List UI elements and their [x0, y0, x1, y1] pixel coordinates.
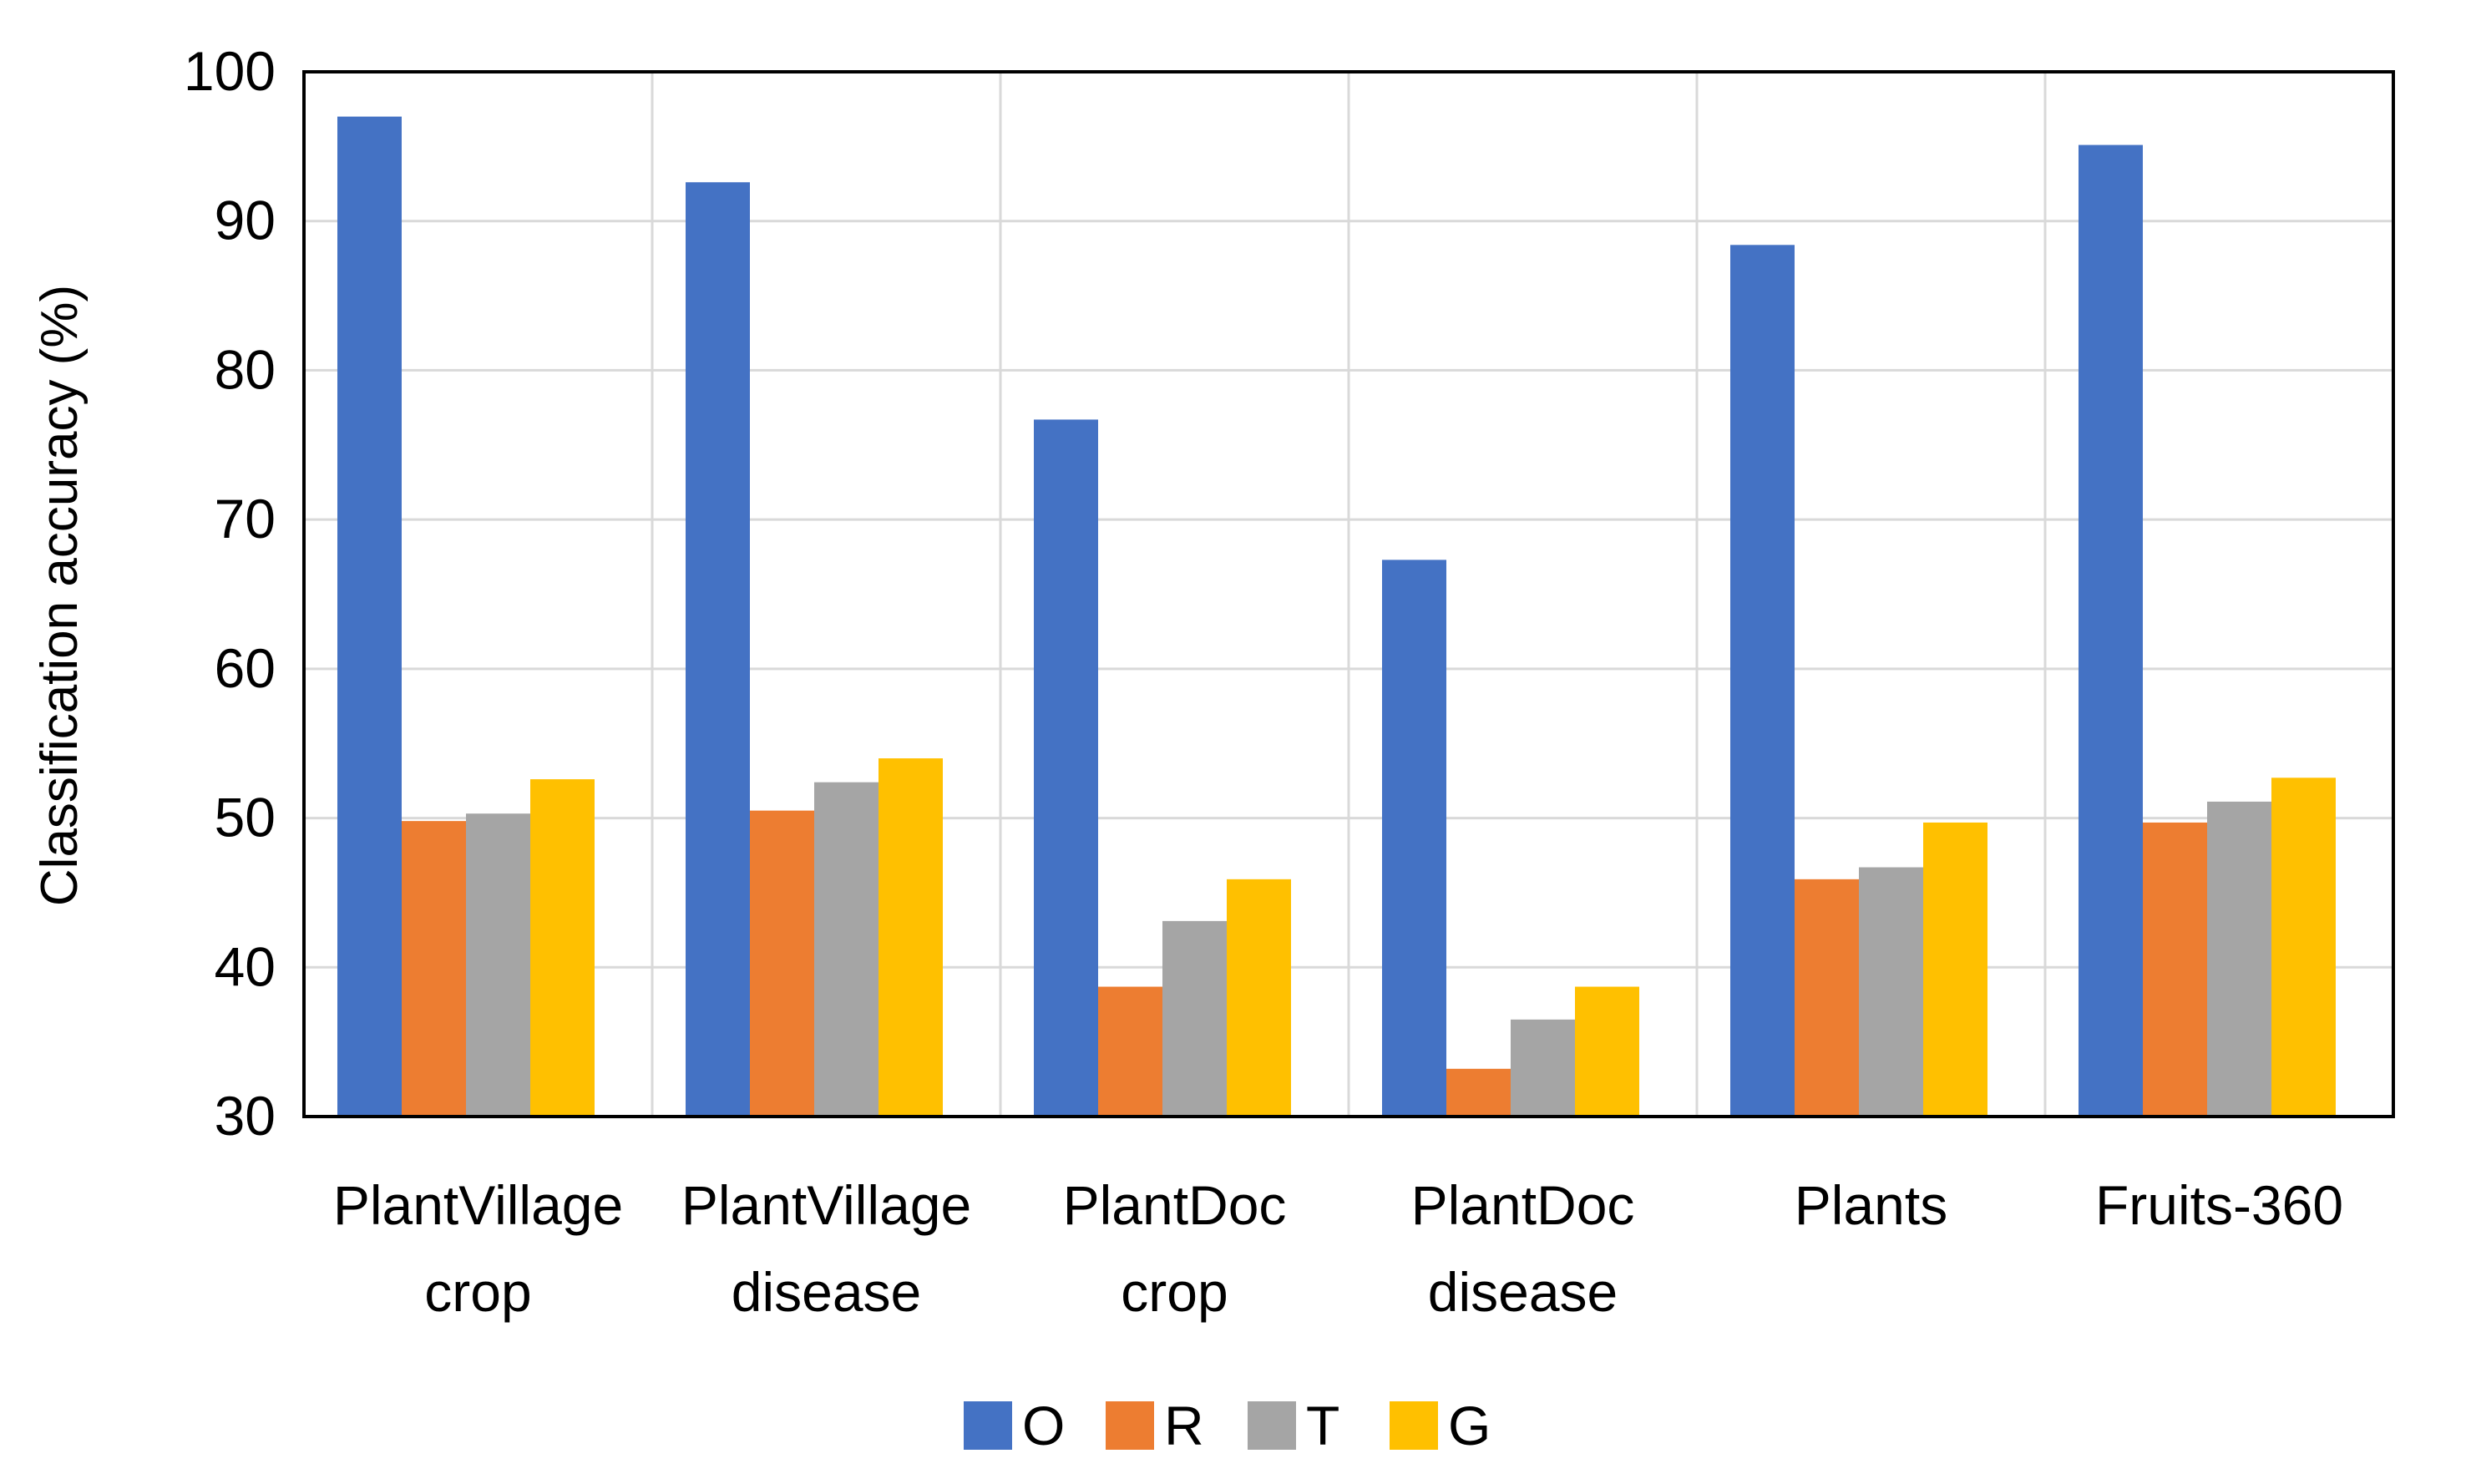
x-tick-label: PlantVillage	[333, 1174, 623, 1236]
legend-swatch-T	[1248, 1401, 1296, 1450]
y-axis-label: Classification accuracy (%)	[31, 285, 89, 906]
bar-G-5	[2271, 777, 2336, 1117]
y-tick-label: 70	[215, 488, 276, 550]
y-tick-label: 100	[184, 40, 276, 102]
bar-T-4	[1859, 867, 1923, 1117]
plot-area-border	[302, 70, 2395, 1118]
legend-swatch-R	[1106, 1401, 1154, 1450]
x-tick-label: crop	[424, 1261, 531, 1323]
bar-O-5	[2079, 144, 2143, 1117]
y-axis-ticks: 30 40 50 60 70 80 90 100	[184, 40, 276, 1147]
bar-G-0	[530, 779, 595, 1117]
bar-O-4	[1730, 245, 1795, 1117]
legend-label-G: G	[1448, 1395, 1491, 1456]
y-tick-label: 60	[215, 637, 276, 699]
bars	[337, 116, 2336, 1117]
legend-swatch-G	[1390, 1401, 1438, 1450]
legend-label-R: R	[1164, 1395, 1204, 1456]
y-tick-label: 50	[215, 787, 276, 848]
x-axis-labels: PlantVillage crop PlantVillage disease Plant…	[333, 1174, 2343, 1323]
bar-T-5	[2207, 801, 2271, 1117]
bar-G-4	[1923, 822, 1987, 1117]
bar-T-3	[1511, 1019, 1575, 1117]
bar-T-0	[466, 813, 530, 1117]
y-tick-label: 40	[215, 935, 276, 997]
bar-R-2	[1098, 986, 1162, 1117]
bar-R-1	[750, 810, 814, 1117]
bar-R-3	[1446, 1068, 1511, 1117]
bar-T-2	[1162, 920, 1227, 1117]
x-tick-label: Fruits-360	[2095, 1174, 2343, 1236]
legend-label-T: T	[1306, 1395, 1339, 1456]
x-tick-label: Plants	[1795, 1174, 1947, 1236]
bar-O-2	[1034, 419, 1098, 1117]
bar-G-3	[1575, 986, 1639, 1117]
x-tick-label: PlantDoc	[1411, 1174, 1635, 1236]
bar-T-1	[814, 782, 879, 1117]
legend-swatch-O	[964, 1401, 1012, 1450]
x-tick-label: disease	[1428, 1261, 1618, 1323]
y-tick-label: 90	[215, 190, 276, 251]
x-tick-label: crop	[1121, 1261, 1228, 1323]
bar-G-1	[879, 758, 943, 1117]
x-tick-label: disease	[732, 1261, 922, 1323]
bar-G-2	[1227, 879, 1291, 1117]
x-tick-label: PlantVillage	[681, 1174, 971, 1236]
bar-O-1	[686, 182, 750, 1117]
y-tick-label: 30	[215, 1085, 276, 1147]
bar-O-0	[337, 116, 402, 1117]
bar-R-5	[2143, 822, 2207, 1117]
legend-label-O: O	[1022, 1395, 1065, 1456]
x-tick-label: PlantDoc	[1063, 1174, 1287, 1236]
y-tick-label: 80	[215, 338, 276, 400]
grid-lines	[304, 72, 2393, 1117]
bar-R-4	[1795, 879, 1859, 1117]
bar-R-0	[402, 821, 466, 1117]
bar-O-3	[1382, 560, 1446, 1117]
